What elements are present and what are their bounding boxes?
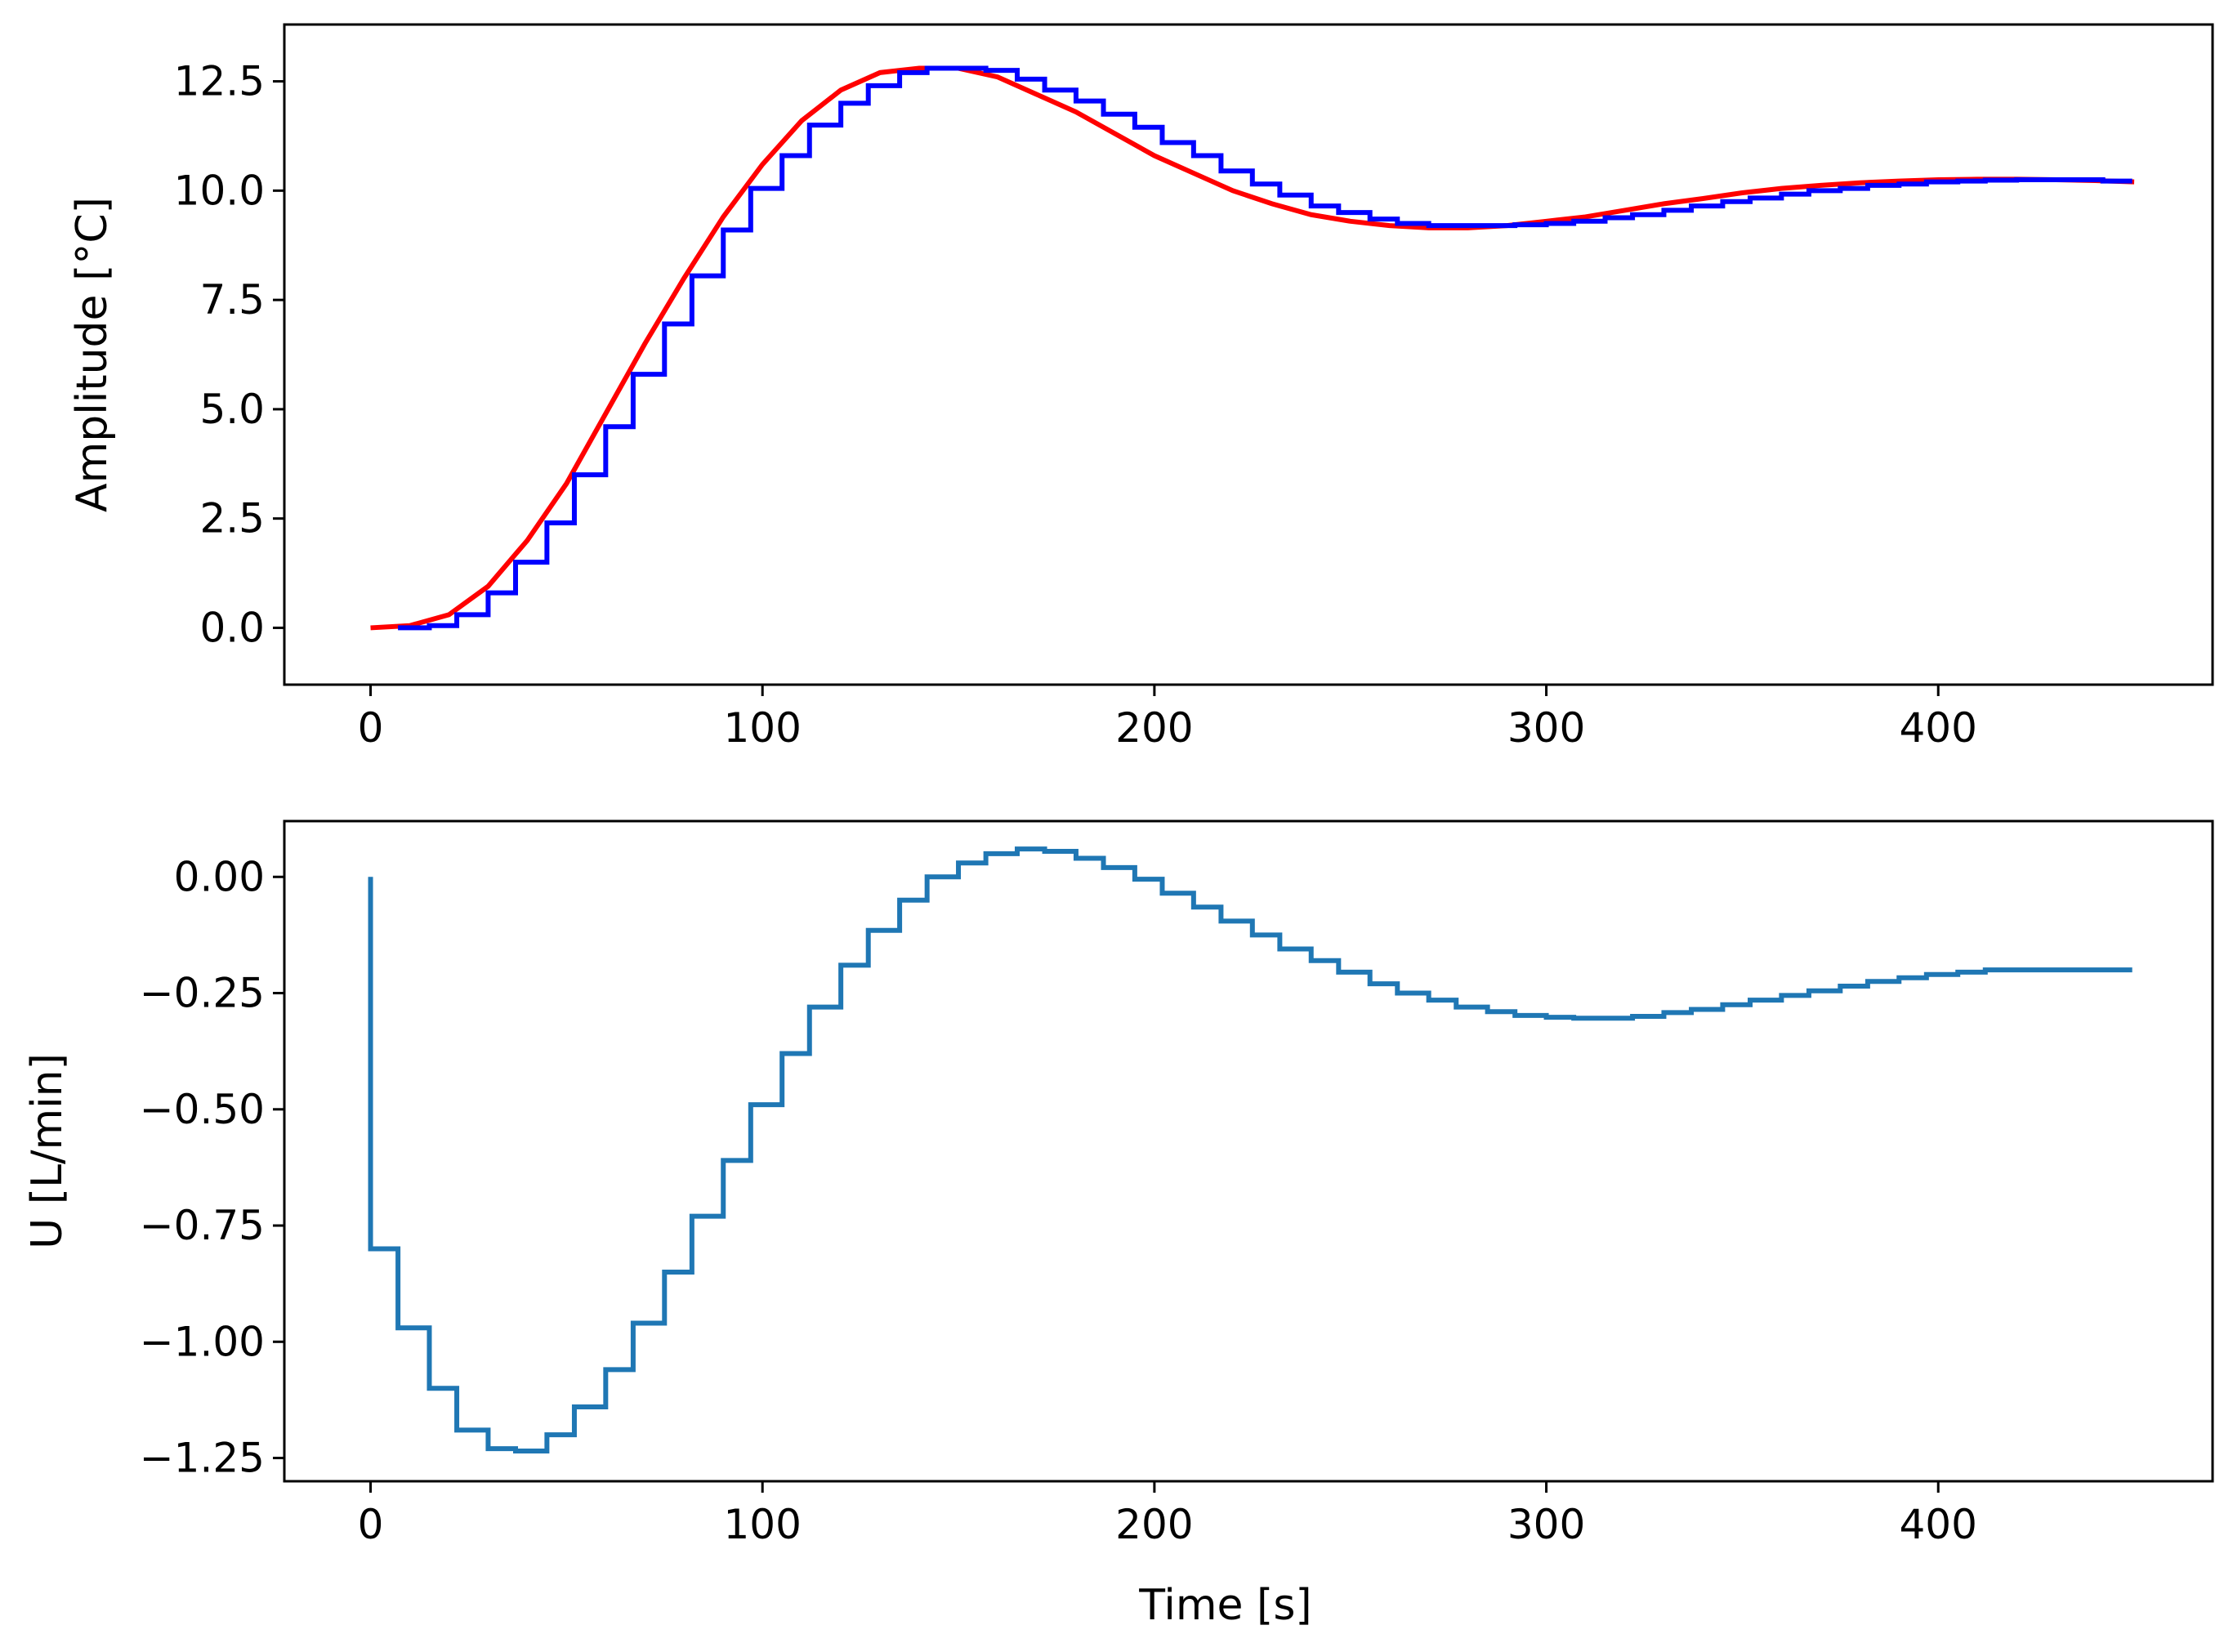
bottom-y-tick-label: 0.00: [174, 853, 265, 900]
bottom-y-tick-label: −0.75: [140, 1202, 265, 1249]
bottom-y-axis-label: U [L/min]: [23, 1053, 72, 1249]
bottom-y-tick-label: −0.50: [140, 1086, 265, 1133]
top-panel: 0 100 200 300 400 0.0 2.5 5.0 7.5 10.0 12.5 Ampli…: [68, 23, 2214, 752]
bottom-y-ticks: 0.00 −0.25 −0.50 −0.75 −1.00 −1.25: [140, 853, 284, 1482]
bottom-x-ticks: 0 100 200 300 400: [358, 1481, 1977, 1548]
top-y-tick-label: 10.0: [174, 167, 265, 214]
top-x-tick-label: 100: [723, 704, 801, 752]
top-y-axis-label: Amplitude [°C]: [68, 197, 117, 512]
bottom-y-tick-label: −0.25: [140, 970, 265, 1017]
bottom-series: [368, 846, 2133, 1454]
bottom-x-tick-label: 0: [358, 1501, 384, 1548]
top-y-tick-label: 12.5: [174, 58, 265, 105]
top-y-ticks: 0.0 2.5 5.0 7.5 10.0 12.5: [174, 58, 284, 651]
bottom-y-tick-label: −1.25: [140, 1435, 265, 1482]
bottom-y-tick-label: −1.00: [140, 1318, 265, 1365]
bottom-x-tick-label: 100: [723, 1501, 801, 1548]
bottom-series-1-line: [368, 846, 2133, 1454]
top-y-tick-label: 5.0: [199, 386, 265, 433]
bottom-x-tick-label: 200: [1115, 1501, 1193, 1548]
top-y-tick-label: 0.0: [199, 604, 265, 651]
bottom-x-tick-label: 400: [1900, 1501, 1977, 1548]
bottom-x-axis-label: Time [s]: [1138, 1581, 1311, 1630]
top-x-tick-label: 400: [1900, 704, 1977, 752]
top-y-tick-label: 2.5: [199, 495, 265, 542]
top-y-tick-label: 7.5: [199, 276, 265, 324]
top-x-tick-label: 200: [1115, 704, 1193, 752]
top-series-1-line: [370, 65, 2135, 631]
top-plot-frame: [283, 23, 2214, 686]
bottom-plot-frame: [283, 819, 2214, 1483]
bottom-panel: 0 100 200 300 400 0.00 −0.25 −0.50 −0.75 −1.00 −1…: [23, 819, 2214, 1630]
bottom-x-tick-label: 300: [1507, 1501, 1585, 1548]
top-x-ticks: 0 100 200 300 400: [358, 685, 1977, 752]
top-x-tick-label: 300: [1507, 704, 1585, 752]
top-series-2-line: [398, 65, 2133, 631]
top-x-tick-label: 0: [358, 704, 384, 752]
top-series: [370, 65, 2135, 631]
